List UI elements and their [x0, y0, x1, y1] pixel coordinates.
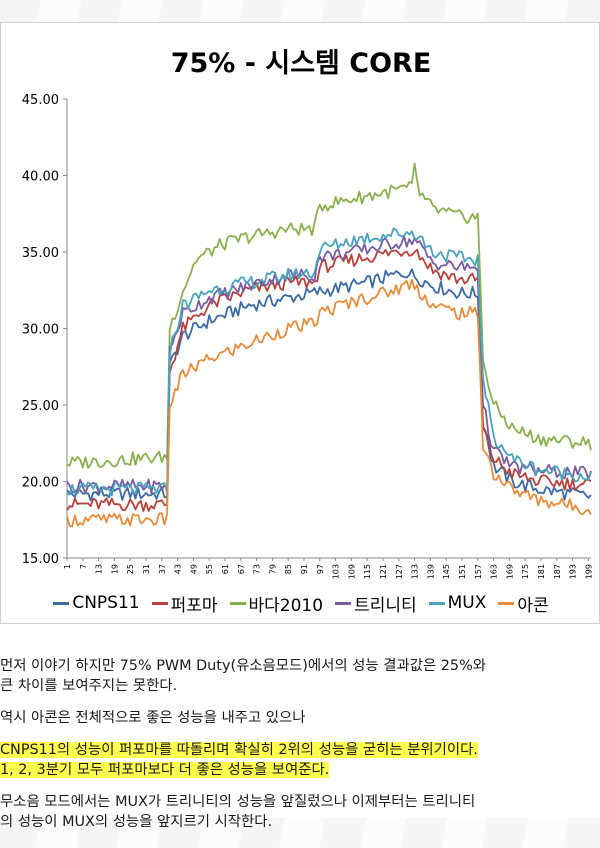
y-tick-label: 30.00 — [22, 323, 59, 338]
chart-legend: CNPS11 퍼포마 바다2010 트리니티 MUX 아콘 — [1, 591, 600, 616]
x-tick-label: 97 — [316, 564, 325, 574]
paragraph-2-line-1: 역시 아콘은 전체적으로 좋은 성능을 내주고 있으나 — [0, 710, 306, 726]
legend-label: CNPS11 — [72, 593, 140, 613]
x-tick-label: 193 — [569, 564, 578, 579]
x-tick-label: 139 — [426, 564, 435, 579]
chart-title: 75% - 시스템 CORE — [170, 48, 432, 79]
x-tick-label: 25 — [126, 564, 135, 574]
chart-frame: 15.00 20.00 25.00 30.00 35.00 40.00 45.00 1 7 13 1… — [0, 22, 600, 624]
x-tick-label: 121 — [379, 564, 388, 579]
legend-item: 아콘 — [498, 591, 549, 616]
paragraph-4: 무소음 모드에서는 MUX가 트리니티의 성능을 앞질렀으나 이제부터는 트리니… — [0, 792, 600, 832]
x-tick-label: 37 — [158, 564, 167, 574]
paragraph-2: 역시 아콘은 전체적으로 좋은 성능을 내주고 있으나 — [0, 708, 600, 728]
legend-swatch — [498, 601, 515, 605]
x-tick-label: 181 — [537, 564, 546, 579]
legend-item: CNPS11 — [53, 593, 140, 613]
y-tick-label: 35.00 — [22, 246, 59, 261]
x-tick-label: 79 — [268, 564, 277, 574]
x-tick-label: 7 — [79, 564, 88, 569]
x-tick-label: 43 — [174, 564, 183, 574]
x-tick-label: 151 — [458, 564, 467, 579]
x-tick-label: 13 — [95, 564, 104, 574]
legend-label: 퍼포마 — [170, 595, 218, 616]
y-tick-label: 25.00 — [22, 399, 59, 414]
legend-swatch — [335, 601, 352, 605]
legend-swatch — [151, 601, 168, 605]
x-tick-label: 73 — [253, 564, 262, 574]
x-tick-label: 127 — [395, 564, 404, 579]
x-tick-label: 109 — [347, 564, 356, 579]
series-line-4 — [66, 227, 592, 497]
x-tick-label: 133 — [411, 564, 420, 579]
series-line-2 — [66, 162, 592, 469]
legend-label: 아콘 — [517, 595, 549, 616]
paragraph-3-line-1: CNPS11의 성능이 퍼포마를 따돌리며 확실히 2위의 성능을 굳히는 분위… — [0, 742, 478, 758]
watermark-band-bottom — [0, 818, 600, 848]
paragraph-3-highlighted: CNPS11의 성능이 퍼포마를 따돌리며 확실히 2위의 성능을 굳히는 분위… — [0, 740, 600, 780]
series-line-3 — [66, 235, 592, 494]
x-tick-label: 175 — [521, 564, 530, 579]
x-tick-label: 103 — [332, 564, 341, 579]
x-tick-label: 157 — [474, 564, 483, 579]
paragraph-3-line-2: 1, 2, 3분기 모두 퍼포마보다 더 좋은 성능을 보여준다. — [0, 762, 330, 778]
legend-item: 바다2010 — [229, 591, 324, 616]
series-line-1 — [66, 248, 592, 512]
legend-item: 트리니티 — [335, 591, 417, 616]
paragraph-1-line-1: 먼저 이야기 하지만 75% PWM Duty(유소음모드)에서의 성능 결과값… — [0, 658, 486, 674]
legend-label: MUX — [447, 593, 487, 613]
legend-label: 바다2010 — [248, 595, 324, 616]
x-tick-label: 19 — [110, 564, 119, 574]
x-tick-label: 91 — [300, 564, 309, 574]
series-line-5 — [66, 278, 592, 528]
y-tick-label: 45.00 — [22, 93, 59, 108]
paragraph-1: 먼저 이야기 하지만 75% PWM Duty(유소음모드)에서의 성능 결과값… — [0, 656, 600, 696]
x-tick-label: 49 — [189, 564, 198, 574]
chart-svg: 15.00 20.00 25.00 30.00 35.00 40.00 45.00 1 7 13 1… — [22, 93, 594, 579]
x-tick-label: 61 — [221, 564, 230, 574]
legend-item: MUX — [428, 593, 487, 613]
y-tick-label: 15.00 — [22, 552, 59, 567]
x-tick-label: 67 — [237, 564, 246, 574]
legend-swatch — [428, 601, 445, 605]
legend-swatch — [229, 601, 246, 605]
y-tick-label: 20.00 — [22, 476, 59, 491]
x-tick-label: 199 — [584, 564, 593, 579]
paragraph-1-line-2: 큰 차이를 보여주지는 못한다. — [0, 678, 178, 694]
x-tick-label: 31 — [142, 564, 151, 574]
x-tick-label: 145 — [442, 564, 451, 579]
legend-swatch — [53, 601, 70, 605]
legend-label: 트리니티 — [354, 595, 417, 616]
x-tick-label: 169 — [505, 564, 514, 579]
x-tick-label: 187 — [553, 564, 562, 579]
paragraph-4-line-2: 의 성능이 MUX의 성능을 앞지르기 시작한다. — [0, 814, 273, 830]
y-tick-label: 40.00 — [22, 170, 59, 185]
paragraph-4-line-1: 무소음 모드에서는 MUX가 트리니티의 성능을 앞질렀으나 이제부터는 트리니… — [0, 794, 476, 810]
series-line-0 — [66, 268, 592, 502]
x-tick-label: 115 — [363, 564, 372, 579]
x-tick-label: 55 — [205, 564, 214, 574]
x-tick-label: 163 — [490, 564, 499, 579]
x-tick-label: 1 — [63, 564, 72, 569]
legend-item: 퍼포마 — [151, 591, 218, 616]
x-tick-label: 85 — [284, 564, 293, 574]
